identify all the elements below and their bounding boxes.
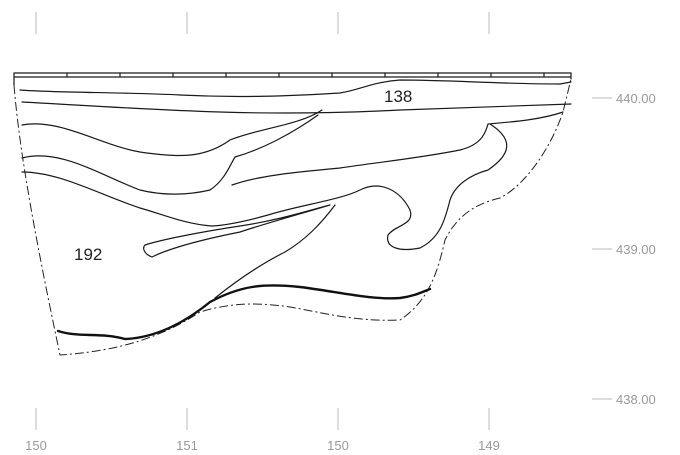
elevation-label-438: 438.00 [616,392,656,407]
surface-band [13,72,572,86]
layer-line [143,204,331,258]
distance-label: 149 [478,438,500,453]
layer-line [19,79,572,98]
layer-number-138: 138 [384,87,412,106]
layer-line [214,204,336,299]
thick-lower-layer [56,284,432,341]
layer-line [21,109,323,157]
distance-label: 151 [176,438,198,453]
elevation-ticks [592,97,612,400]
layer-number-192: 192 [74,245,102,264]
surface-hatching [66,72,545,78]
layer-line [21,101,572,114]
layer-boundaries [19,79,572,299]
distance-label: 150 [25,438,47,453]
layer-line [231,111,564,186]
excavation-outline [13,78,572,356]
bottom-ticks [35,408,490,430]
elevation-label-439: 439.00 [616,242,656,257]
elevation-label-440: 440.00 [616,91,656,106]
top-ticks [35,12,490,34]
distance-label: 150 [327,438,349,453]
layer-line [21,114,319,195]
layer-line [21,123,508,251]
